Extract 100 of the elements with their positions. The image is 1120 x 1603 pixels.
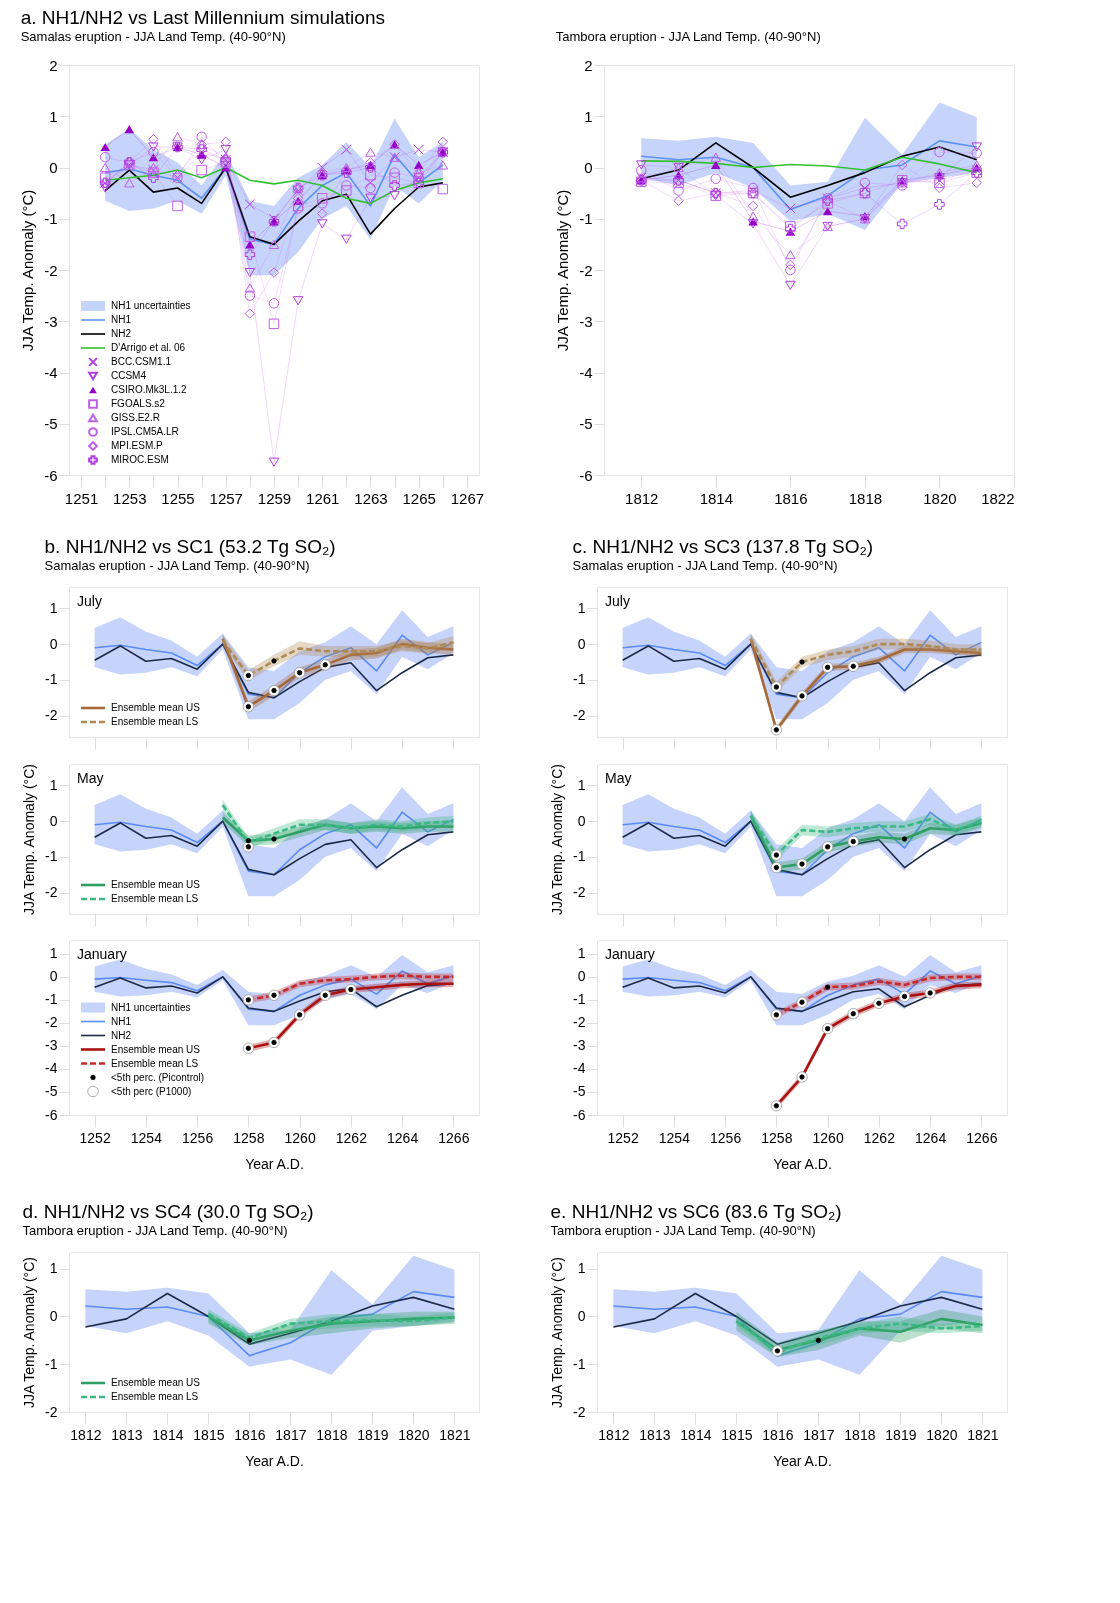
x-tick-label: 1258 bbox=[761, 1129, 793, 1146]
y-tick-label: -2 bbox=[573, 1403, 586, 1420]
legend-label: MIROC.ESM bbox=[111, 454, 169, 465]
x-tick-label: 1255 bbox=[161, 489, 195, 507]
x-tick-label: 1260 bbox=[812, 1129, 844, 1146]
x-tick-label: 1819 bbox=[357, 1426, 389, 1443]
y-tick-label: 1 bbox=[49, 945, 58, 962]
legend-label: <5th perc (P1000) bbox=[111, 1085, 192, 1097]
x-tick-label: 1253 bbox=[113, 489, 147, 507]
x-tick-label: 1815 bbox=[721, 1426, 753, 1443]
x-axis-title: Year A.D. bbox=[773, 1452, 832, 1469]
x-tick-label: 1812 bbox=[625, 489, 659, 507]
y-tick-label: 1 bbox=[49, 599, 58, 616]
y-tick-label: -1 bbox=[579, 210, 593, 228]
chart-title: b. NH1/NH2 vs SC1 (53.2 Tg SO₂) bbox=[44, 536, 336, 557]
chart-title: c. NH1/NH2 vs SC3 (137.8 Tg SO₂) bbox=[572, 536, 874, 557]
x-tick-label: 1261 bbox=[306, 489, 340, 507]
y-axis-title: JJA Temp. Anomaly (°C) bbox=[554, 189, 572, 352]
y-tick-label: -1 bbox=[573, 1355, 586, 1372]
y-tick-label: -1 bbox=[45, 991, 58, 1008]
x-tick-label: 1822 bbox=[981, 489, 1015, 507]
legend-label: <5th perc. (Picontrol) bbox=[111, 1071, 205, 1083]
y-tick-label: -2 bbox=[573, 1014, 586, 1031]
x-tick-label: 1816 bbox=[762, 1426, 794, 1443]
x-tick-label: 1251 bbox=[64, 489, 99, 507]
x-tick-label: 1266 bbox=[438, 1129, 470, 1146]
y-tick-label: -6 bbox=[573, 1106, 586, 1123]
x-tick-label: 1818 bbox=[844, 1426, 876, 1443]
y-tick-label: 2 bbox=[584, 56, 593, 74]
x-tick-label: 1818 bbox=[316, 1426, 348, 1443]
annotation: July bbox=[77, 593, 102, 609]
x-tick-label: 1817 bbox=[803, 1426, 835, 1443]
legend-label: NH1 uncertainties bbox=[111, 300, 191, 311]
chart-subtitle: Samalas eruption - JJA Land Temp. (40-90°N) bbox=[572, 558, 838, 573]
y-tick-label: 0 bbox=[49, 159, 58, 176]
x-tick-label: 1819 bbox=[885, 1426, 917, 1443]
x-tick-label: 1257 bbox=[209, 489, 243, 507]
legend-label: CCSM4 bbox=[111, 370, 147, 381]
y-tick-label: 1 bbox=[577, 776, 586, 793]
legend-label: BCC.CSM1.1 bbox=[111, 356, 172, 367]
legend-label: NH2 bbox=[111, 328, 132, 339]
y-tick-label: 0 bbox=[584, 159, 593, 176]
y-tick-label: -1 bbox=[573, 671, 586, 688]
chart-title: e. NH1/NH2 vs SC6 (83.6 Tg SO₂) bbox=[550, 1201, 842, 1222]
legend-label: D'Arrigo et al. 06 bbox=[111, 342, 186, 353]
x-axis-title: Year A.D. bbox=[245, 1452, 304, 1469]
y-tick-label: 1 bbox=[49, 776, 58, 793]
y-axis-title: JJA Temp. Anomaly (°C) bbox=[21, 764, 38, 915]
y-tick-label: 1 bbox=[49, 1260, 58, 1277]
y-tick-label: -1 bbox=[573, 991, 586, 1008]
y-tick-label: -1 bbox=[44, 210, 58, 228]
y-tick-label: -2 bbox=[573, 707, 586, 724]
legend-label: CSIRO.Mk3L.1.2 bbox=[111, 384, 188, 395]
y-tick-label: -2 bbox=[579, 261, 593, 279]
y-tick-label: -1 bbox=[45, 848, 58, 865]
x-tick-label: 1818 bbox=[848, 489, 883, 507]
y-axis-title: JJA Temp. Anomaly (°C) bbox=[19, 189, 37, 352]
y-tick-label: -2 bbox=[45, 884, 58, 901]
y-tick-label: 0 bbox=[577, 1307, 586, 1324]
y-tick-label: -2 bbox=[45, 1403, 58, 1420]
y-tick-label: -1 bbox=[45, 1355, 58, 1372]
y-tick-label: 0 bbox=[49, 1307, 58, 1324]
y-tick-label: -6 bbox=[44, 466, 58, 484]
annotation: July bbox=[605, 593, 630, 609]
legend-label: Ensemble mean LS bbox=[111, 716, 199, 727]
y-tick-label: -5 bbox=[573, 1083, 586, 1100]
y-tick-label: 1 bbox=[577, 1260, 586, 1277]
y-tick-label: 1 bbox=[49, 107, 58, 125]
chart-title: d. NH1/NH2 vs SC4 (30.0 Tg SO₂) bbox=[22, 1201, 314, 1222]
x-tick-label: 1262 bbox=[863, 1129, 896, 1146]
y-axis-title: JJA Temp. Anomaly (°C) bbox=[549, 764, 566, 915]
y-tick-label: 1 bbox=[577, 945, 586, 962]
chart-subtitle: Samalas eruption - JJA Land Temp. (40-90°N) bbox=[20, 29, 286, 44]
legend-label: Ensemble mean LS bbox=[111, 1057, 199, 1069]
legend-label: Ensemble mean US bbox=[111, 1377, 201, 1388]
x-tick-label: 1814 bbox=[680, 1426, 712, 1443]
y-tick-label: -3 bbox=[44, 312, 58, 330]
x-tick-label: 1254 bbox=[130, 1129, 163, 1146]
annotation: May bbox=[77, 770, 104, 786]
y-tick-label: -2 bbox=[45, 1014, 58, 1031]
legend-label: IPSL.CM5A.LR bbox=[111, 426, 179, 437]
x-tick-label: 1813 bbox=[111, 1426, 143, 1443]
x-tick-label: 1262 bbox=[335, 1129, 368, 1146]
chart-subtitle: Tambora eruption - JJA Land Temp. (40-90°N) bbox=[22, 1223, 288, 1238]
x-tick-label: 1263 bbox=[354, 489, 388, 507]
legend-label: Ensemble mean US bbox=[111, 1043, 201, 1055]
y-tick-label: 0 bbox=[577, 635, 586, 652]
chart-subtitle: Samalas eruption - JJA Land Temp. (40-90°N) bbox=[44, 558, 310, 573]
legend-label: Ensemble mean US bbox=[111, 879, 201, 890]
x-tick-label: 1812 bbox=[598, 1426, 630, 1443]
y-tick-label: -2 bbox=[573, 884, 586, 901]
y-tick-label: 1 bbox=[584, 107, 593, 125]
chart-subtitle: Tambora eruption - JJA Land Temp. (40-90°N) bbox=[550, 1223, 816, 1238]
y-tick-label: -2 bbox=[44, 261, 58, 279]
x-tick-label: 1264 bbox=[915, 1129, 947, 1146]
y-tick-label: 0 bbox=[49, 968, 58, 985]
legend-label: Ensemble mean LS bbox=[111, 893, 199, 904]
legend-label: MPI.ESM.P bbox=[111, 440, 163, 451]
y-tick-label: -4 bbox=[579, 364, 593, 381]
y-tick-label: -2 bbox=[45, 707, 58, 724]
